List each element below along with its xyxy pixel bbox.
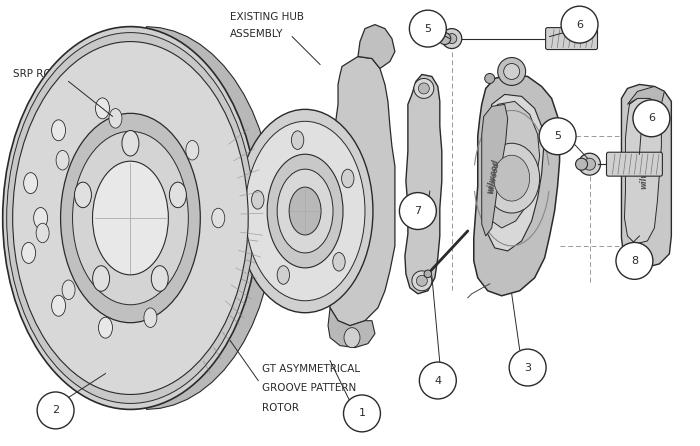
Ellipse shape <box>277 266 290 284</box>
Ellipse shape <box>109 108 122 128</box>
Ellipse shape <box>439 33 451 45</box>
Circle shape <box>400 193 436 230</box>
Polygon shape <box>328 57 395 326</box>
Text: 5: 5 <box>554 131 561 141</box>
Ellipse shape <box>342 169 354 188</box>
Circle shape <box>561 6 598 43</box>
Ellipse shape <box>498 58 526 86</box>
Text: GT ASYMMETRICAL: GT ASYMMETRICAL <box>262 363 360 374</box>
Text: 5: 5 <box>424 24 431 33</box>
Ellipse shape <box>73 131 188 305</box>
Ellipse shape <box>36 223 49 243</box>
Ellipse shape <box>332 252 345 271</box>
Ellipse shape <box>251 190 264 209</box>
Ellipse shape <box>484 74 495 83</box>
Ellipse shape <box>212 208 225 228</box>
Ellipse shape <box>442 29 462 49</box>
Text: EXISTING HUB: EXISTING HUB <box>230 12 304 21</box>
Ellipse shape <box>92 161 169 275</box>
Ellipse shape <box>484 143 540 213</box>
Text: ROTOR: ROTOR <box>262 403 299 413</box>
Polygon shape <box>358 25 395 69</box>
Ellipse shape <box>52 120 66 141</box>
Ellipse shape <box>344 328 360 347</box>
Ellipse shape <box>3 27 258 409</box>
Circle shape <box>509 349 546 386</box>
Ellipse shape <box>95 98 109 119</box>
Polygon shape <box>482 104 508 236</box>
Ellipse shape <box>412 271 432 291</box>
Ellipse shape <box>169 182 186 208</box>
Text: 6: 6 <box>576 20 583 29</box>
Circle shape <box>37 392 74 429</box>
Ellipse shape <box>186 140 199 160</box>
Text: ASSEMBLY: ASSEMBLY <box>230 29 284 38</box>
Ellipse shape <box>151 266 168 291</box>
Polygon shape <box>486 95 544 251</box>
Ellipse shape <box>99 317 113 338</box>
Ellipse shape <box>289 187 321 235</box>
Polygon shape <box>146 27 274 409</box>
Ellipse shape <box>22 243 36 264</box>
Text: SRP ROTOR: SRP ROTOR <box>13 70 73 79</box>
Polygon shape <box>328 308 375 347</box>
Polygon shape <box>474 74 559 296</box>
Ellipse shape <box>575 158 587 170</box>
Ellipse shape <box>447 33 457 44</box>
Ellipse shape <box>578 153 601 175</box>
Text: 3: 3 <box>524 363 531 372</box>
Text: 2: 2 <box>52 405 59 415</box>
Polygon shape <box>622 84 671 268</box>
Circle shape <box>344 395 380 432</box>
Text: 4: 4 <box>434 376 442 385</box>
Circle shape <box>419 362 456 399</box>
Ellipse shape <box>424 270 432 277</box>
Text: wilwood: wilwood <box>489 162 500 194</box>
Circle shape <box>616 243 653 279</box>
Ellipse shape <box>92 266 110 291</box>
Ellipse shape <box>504 63 519 79</box>
Ellipse shape <box>277 169 333 253</box>
Ellipse shape <box>237 109 373 313</box>
Ellipse shape <box>62 280 75 300</box>
Ellipse shape <box>291 131 304 149</box>
Ellipse shape <box>584 158 596 170</box>
Text: 8: 8 <box>631 256 638 266</box>
Ellipse shape <box>74 182 92 208</box>
Ellipse shape <box>144 308 157 327</box>
Ellipse shape <box>61 113 200 323</box>
FancyBboxPatch shape <box>606 152 662 176</box>
Circle shape <box>539 118 576 155</box>
Ellipse shape <box>416 275 427 286</box>
Text: wilwood: wilwood <box>485 158 500 194</box>
Polygon shape <box>627 87 664 104</box>
Ellipse shape <box>494 155 530 201</box>
Text: wilwood: wilwood <box>639 153 648 189</box>
Text: 7: 7 <box>414 206 421 216</box>
Text: 6: 6 <box>648 113 655 124</box>
Ellipse shape <box>245 121 365 301</box>
Polygon shape <box>405 74 442 294</box>
Text: GROOVE PATTERN: GROOVE PATTERN <box>262 384 356 393</box>
Ellipse shape <box>24 173 38 194</box>
Ellipse shape <box>52 295 66 316</box>
Ellipse shape <box>122 131 139 156</box>
Text: 1: 1 <box>358 409 365 418</box>
Ellipse shape <box>34 207 48 228</box>
Ellipse shape <box>419 83 429 94</box>
Circle shape <box>410 10 447 47</box>
Ellipse shape <box>56 150 69 170</box>
Polygon shape <box>624 99 661 244</box>
Ellipse shape <box>7 33 254 404</box>
FancyBboxPatch shape <box>545 28 598 50</box>
Ellipse shape <box>13 41 248 394</box>
Polygon shape <box>484 101 540 228</box>
Circle shape <box>633 100 670 137</box>
Ellipse shape <box>267 154 343 268</box>
Ellipse shape <box>414 78 434 99</box>
